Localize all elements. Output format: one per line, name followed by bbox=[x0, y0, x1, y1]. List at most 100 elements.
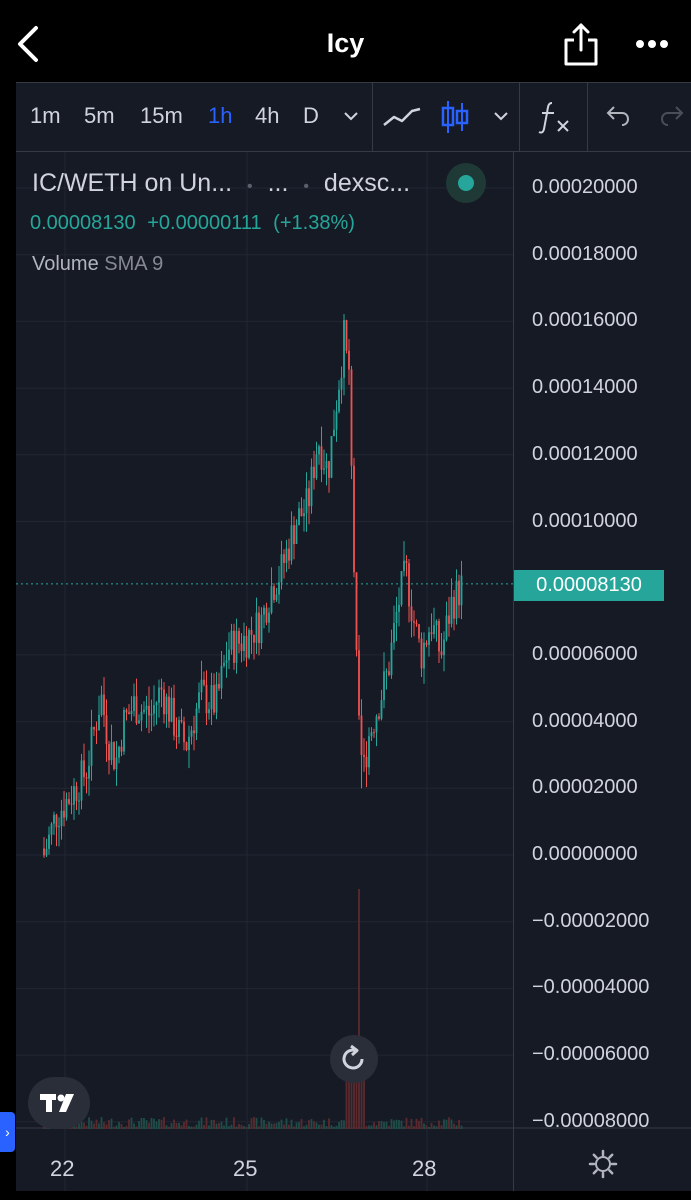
candle-body bbox=[65, 799, 68, 818]
candle-body bbox=[150, 713, 153, 716]
candle-body bbox=[233, 630, 235, 663]
candle-body bbox=[353, 465, 355, 573]
timeframe-4h[interactable]: 4h bbox=[255, 103, 280, 128]
volume-bar bbox=[420, 1117, 423, 1129]
candle-body bbox=[348, 350, 350, 370]
candle-body bbox=[418, 624, 420, 639]
redo-icon[interactable] bbox=[656, 105, 684, 129]
back-chevron-icon[interactable] bbox=[12, 24, 46, 64]
timeframe-5m[interactable]: 5m bbox=[84, 103, 115, 128]
side-panel-toggle[interactable]: › bbox=[0, 1112, 15, 1152]
chart-background bbox=[16, 152, 691, 1191]
timeframe-d[interactable]: D bbox=[303, 103, 319, 128]
candle-body bbox=[275, 594, 278, 600]
volume-bar bbox=[298, 1122, 300, 1129]
time-axis-label: 22 bbox=[50, 1156, 75, 1181]
candle-body bbox=[95, 729, 98, 731]
candle-body bbox=[153, 705, 155, 714]
candle-body bbox=[145, 705, 148, 710]
volume-bar bbox=[175, 1123, 178, 1129]
candle-body bbox=[50, 823, 53, 835]
candle-body bbox=[393, 623, 395, 643]
market-status-indicator[interactable] bbox=[446, 163, 486, 203]
more-options-icon[interactable] bbox=[632, 30, 672, 58]
volume-bar bbox=[423, 1123, 425, 1129]
volume-bar bbox=[360, 1060, 363, 1129]
volume-bar bbox=[385, 1121, 388, 1129]
candle-body bbox=[400, 571, 403, 605]
tradingview-logo[interactable] bbox=[28, 1077, 90, 1129]
page-title: Icy bbox=[326, 28, 365, 58]
candle-body bbox=[355, 572, 358, 651]
candle-body bbox=[303, 513, 305, 517]
settings-gear-icon[interactable] bbox=[588, 1149, 618, 1179]
candle-body bbox=[445, 615, 448, 640]
candle-body bbox=[360, 715, 363, 755]
timeframe-dropdown-chevron-icon[interactable] bbox=[342, 109, 360, 123]
candlestick-chart-icon[interactable] bbox=[440, 99, 470, 135]
legend-change: +0.00000111 bbox=[147, 212, 262, 234]
toolbar-divider bbox=[519, 83, 520, 151]
candle-body bbox=[293, 525, 295, 545]
volume-bar bbox=[458, 1119, 460, 1129]
volume-bar bbox=[295, 1122, 298, 1129]
volume-bar bbox=[203, 1124, 205, 1129]
undo-icon[interactable] bbox=[606, 105, 634, 129]
candle-body bbox=[450, 596, 453, 624]
volume-bar bbox=[438, 1120, 440, 1129]
candle-body bbox=[458, 580, 460, 606]
volume-bar bbox=[155, 1121, 158, 1129]
volume-bar bbox=[100, 1117, 103, 1129]
legend-volume[interactable]: Volume SMA 9 bbox=[32, 253, 163, 276]
candle-body bbox=[78, 800, 80, 802]
candle-body bbox=[165, 696, 168, 715]
candle-body bbox=[238, 630, 240, 644]
candle-body bbox=[45, 848, 48, 856]
legend-symbol-line: IC/WETH on Un... • ... • dexsc... bbox=[32, 169, 410, 198]
candle-body bbox=[305, 488, 308, 514]
candle-body bbox=[215, 684, 218, 713]
volume-bar bbox=[258, 1126, 260, 1129]
legend-ellipsis: ... bbox=[267, 169, 289, 197]
nav-bar: Icy bbox=[0, 0, 691, 82]
volume-bar bbox=[143, 1118, 145, 1129]
chart-canvas[interactable] bbox=[16, 152, 691, 1191]
candle-body bbox=[440, 651, 443, 656]
candle-body bbox=[85, 777, 88, 779]
volume-sma-label: SMA 9 bbox=[104, 253, 164, 275]
line-chart-icon[interactable] bbox=[382, 103, 422, 131]
candle-body bbox=[228, 649, 230, 661]
timeframe-15m[interactable]: 15m bbox=[140, 103, 183, 128]
volume-bar bbox=[455, 1125, 458, 1129]
price-axis-label: 0.00000000 bbox=[532, 843, 638, 865]
candle-body bbox=[175, 735, 178, 737]
volume-bar bbox=[318, 1124, 320, 1129]
volume-bar bbox=[310, 1119, 313, 1129]
candle-body bbox=[453, 596, 455, 619]
volume-bar bbox=[195, 1124, 198, 1129]
chart-type-dropdown-chevron-icon[interactable] bbox=[492, 109, 510, 123]
candle-body bbox=[128, 712, 130, 715]
volume-bar bbox=[393, 1120, 395, 1129]
candle-body bbox=[98, 714, 100, 731]
share-icon[interactable] bbox=[562, 22, 600, 68]
candle-body bbox=[328, 461, 330, 478]
timeframe-1h[interactable]: 1h bbox=[208, 103, 233, 128]
candle-body bbox=[370, 732, 373, 737]
volume-bar bbox=[150, 1117, 153, 1129]
candle-body bbox=[258, 612, 260, 644]
volume-bar bbox=[398, 1119, 400, 1129]
volume-bar bbox=[418, 1120, 420, 1129]
candle-body bbox=[158, 687, 160, 703]
candle-body bbox=[323, 468, 325, 470]
volume-bar bbox=[193, 1126, 195, 1129]
timeframe-1m[interactable]: 1m bbox=[30, 103, 61, 128]
indicators-fx-icon[interactable] bbox=[538, 99, 572, 135]
candle-body bbox=[100, 694, 103, 715]
volume-bar bbox=[110, 1118, 113, 1129]
time-axis-label: 25 bbox=[233, 1156, 258, 1181]
reset-chart-button[interactable] bbox=[330, 1035, 378, 1083]
volume-bar bbox=[293, 1126, 295, 1129]
volume-bar bbox=[375, 1125, 378, 1129]
candle-body bbox=[118, 746, 120, 758]
